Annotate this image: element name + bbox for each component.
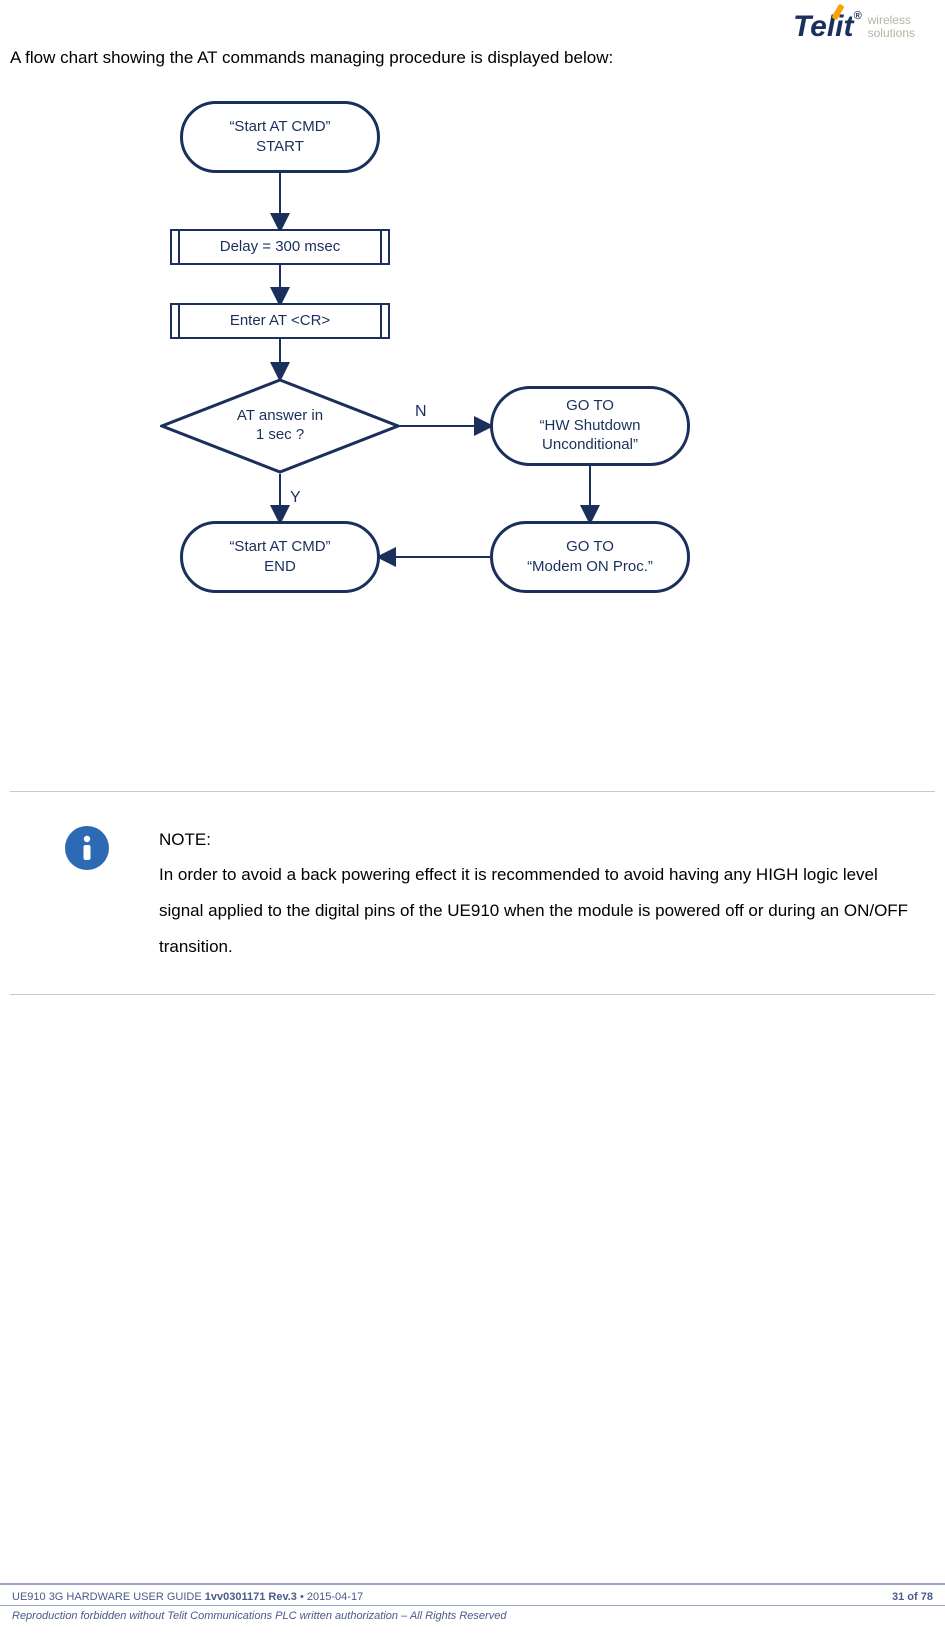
edge-label-y: Y	[290, 489, 301, 507]
node-delay-text: Delay = 300 msec	[220, 238, 340, 255]
node-goto2-line1: GO TO	[566, 537, 614, 557]
divider-bottom	[10, 994, 935, 995]
node-decision: AT answer in 1 sec ?	[160, 378, 400, 474]
node-delay: Delay = 300 msec	[170, 229, 390, 265]
footer-page: 31 of 78	[892, 1591, 933, 1603]
node-goto1-line3: Unconditional”	[542, 435, 638, 455]
node-end-line2: END	[264, 557, 296, 577]
node-goto2: GO TO “Modem ON Proc.”	[490, 521, 690, 593]
node-end: “Start AT CMD” END	[180, 521, 380, 593]
footer-rights: Reproduction forbidden without Telit Com…	[0, 1605, 945, 1626]
page-footer: UE910 3G HARDWARE USER GUIDE 1vv0301171 …	[0, 1583, 945, 1626]
logo-sub2: solutions	[868, 27, 915, 40]
node-decision-line2: 1 sec ?	[256, 426, 304, 445]
node-start: “Start AT CMD” START	[180, 101, 380, 173]
node-goto1: GO TO “HW Shutdown Unconditional”	[490, 386, 690, 466]
node-goto1-line2: “HW Shutdown	[540, 416, 641, 436]
note-label: NOTE:	[159, 822, 920, 858]
logo-brand: Telit®	[793, 10, 862, 44]
node-goto1-line1: GO TO	[566, 396, 614, 416]
logo-reg: ®	[854, 10, 862, 22]
edge-label-n: N	[415, 403, 427, 421]
node-enter-text: Enter AT <CR>	[230, 312, 330, 329]
intro-text: A flow chart showing the AT commands man…	[10, 40, 935, 76]
node-start-line2: START	[256, 137, 304, 157]
node-end-line1: “Start AT CMD”	[229, 537, 330, 557]
flowchart: “Start AT CMD” START Delay = 300 msec En…	[150, 101, 850, 661]
node-decision-line1: AT answer in	[237, 407, 323, 426]
note-block: NOTE: In order to avoid a back powering …	[10, 822, 935, 965]
divider-top	[10, 791, 935, 792]
node-goto2-line2: “Modem ON Proc.”	[527, 557, 653, 577]
brand-logo: Telit® wireless solutions	[793, 10, 915, 44]
footer-doc: UE910 3G HARDWARE USER GUIDE 1vv0301171 …	[12, 1591, 363, 1603]
note-body: In order to avoid a back powering effect…	[159, 865, 908, 955]
node-enter: Enter AT <CR>	[170, 303, 390, 339]
node-start-line1: “Start AT CMD”	[229, 117, 330, 137]
info-icon	[65, 826, 109, 870]
